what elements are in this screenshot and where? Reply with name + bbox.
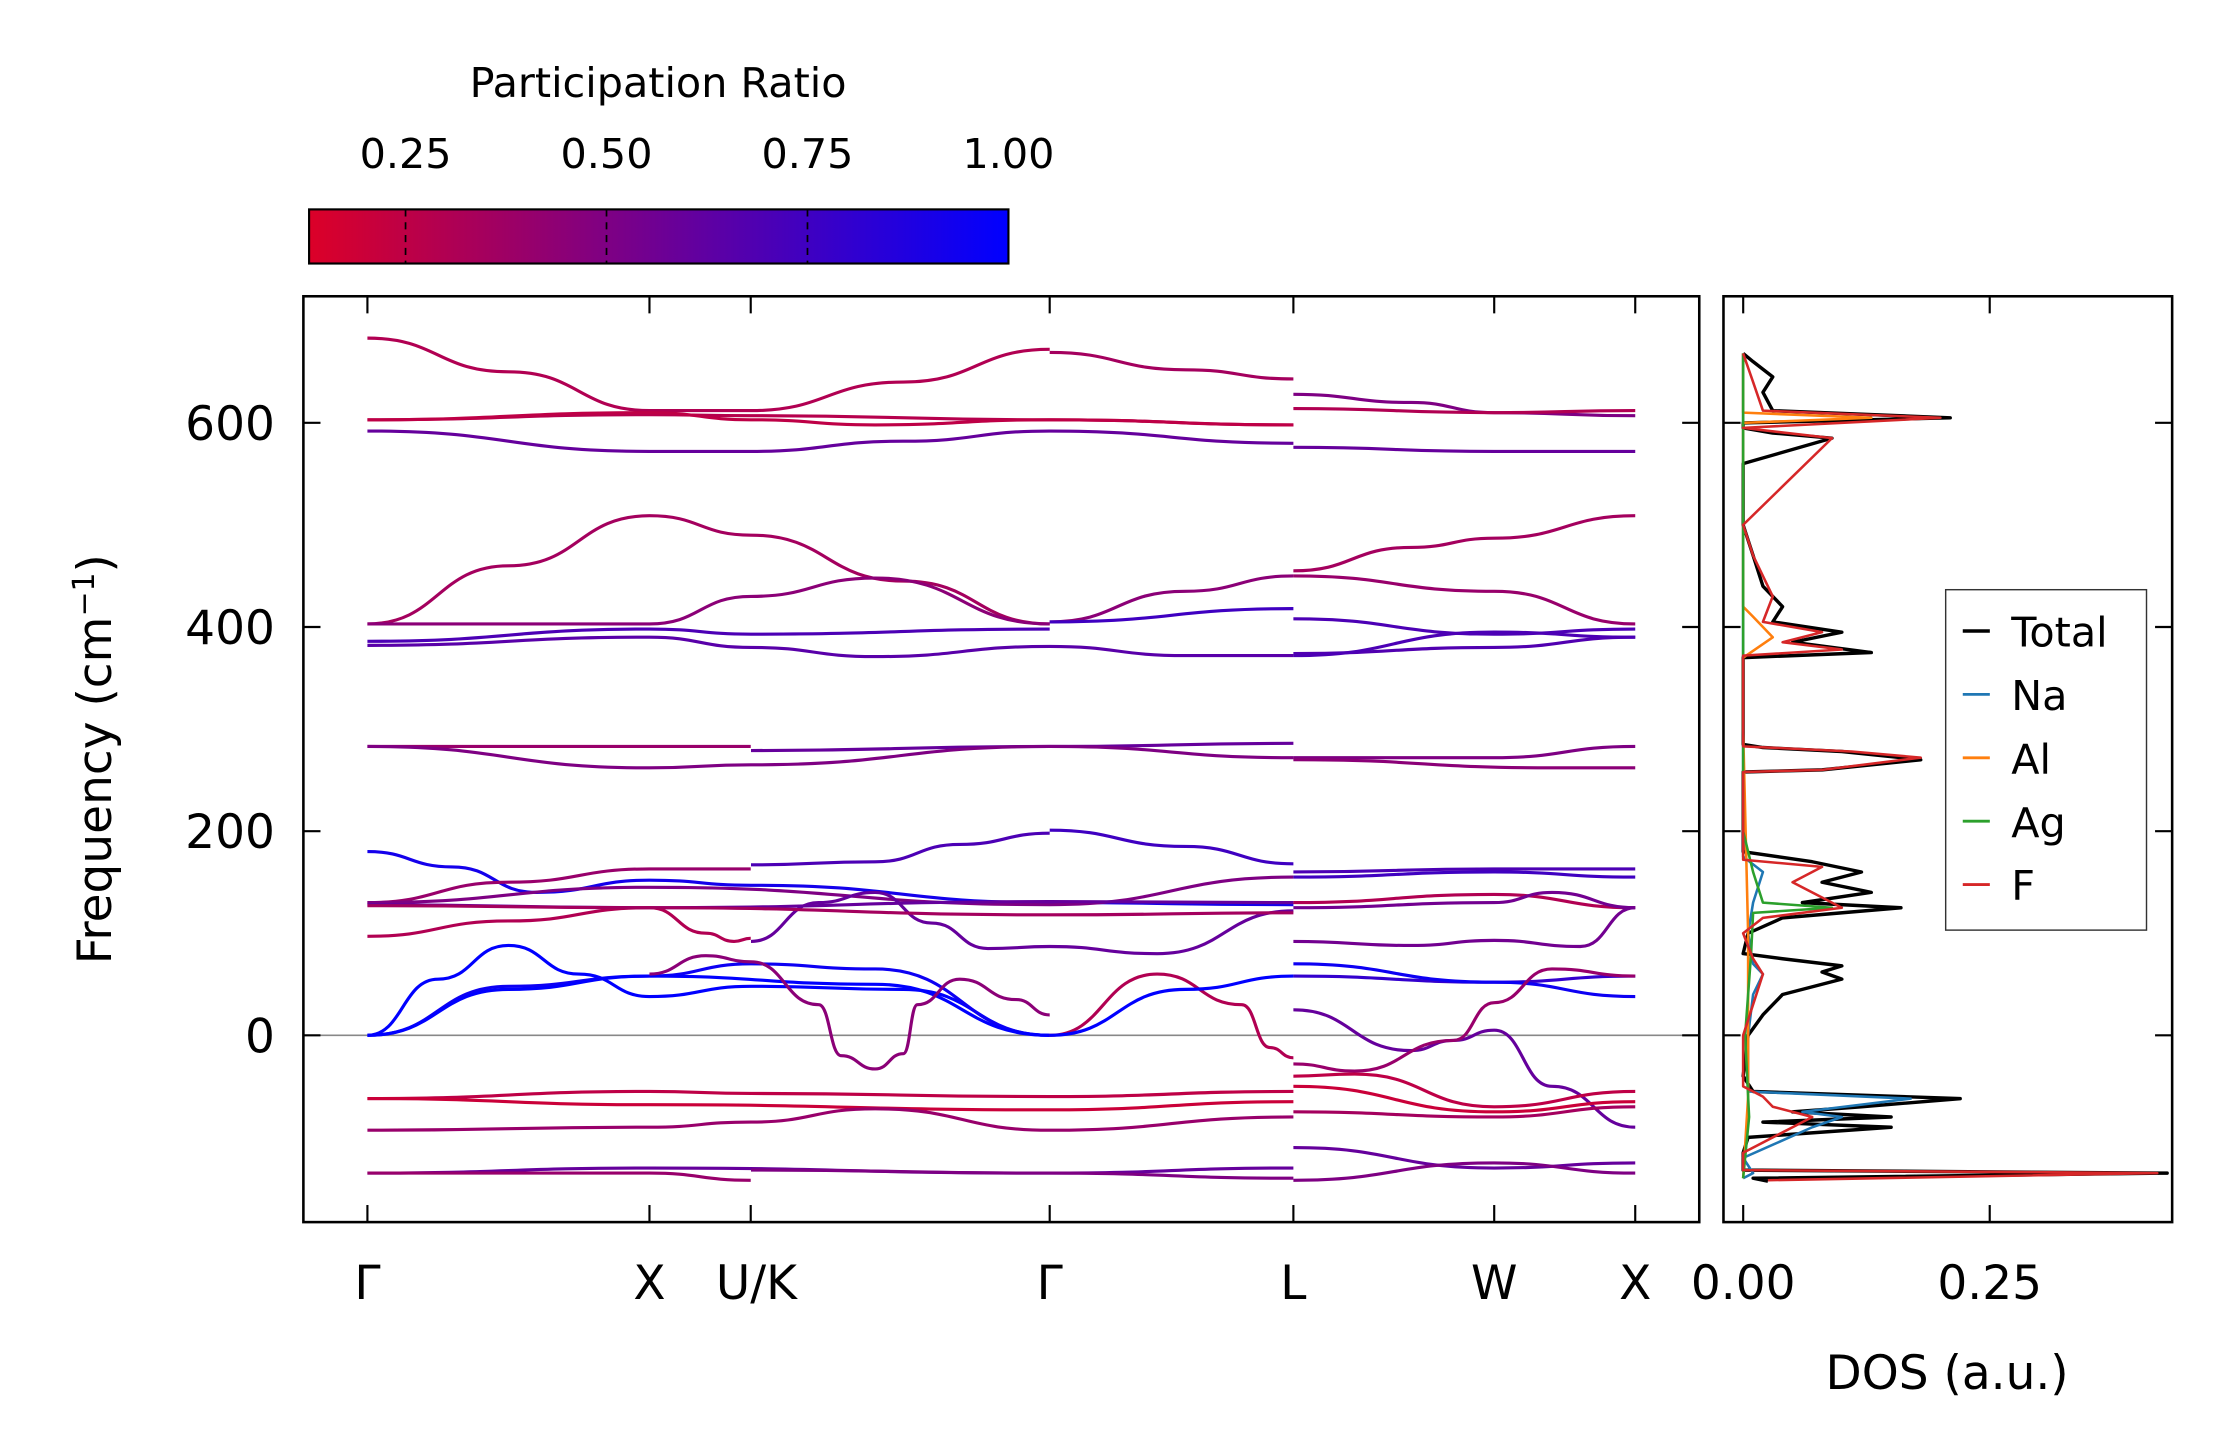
legend-label: Al: [2011, 735, 2051, 783]
colorbar-tick-label: 0.50: [561, 130, 653, 178]
kpoint-label: W: [1471, 1256, 1517, 1311]
y-tick-label: 400: [185, 601, 275, 656]
phonon-band-16: [367, 635, 1294, 659]
phonon-band-36: [1293, 890, 1636, 910]
y-tick-label: 200: [185, 805, 275, 860]
phonon-band-31: [750, 890, 1294, 956]
phonon-band-18: [1293, 630, 1636, 658]
dos-series-f: [1741, 352, 2159, 1182]
band-axes-frame: [302, 294, 1701, 1224]
phonon-band-28: [367, 875, 1294, 907]
kpoint-label: Γ: [1037, 1256, 1063, 1311]
phonon-band-27: [1049, 828, 1294, 866]
phonon-band-11: [1293, 514, 1636, 573]
phonon-band-55: [1293, 1084, 1636, 1114]
dos-x-axis-label: DOS (a.u.): [1826, 1346, 2069, 1401]
colorbar: Participation Ratio 0.25 0.50 0.75 1.00: [308, 59, 1054, 265]
dos-series-al: [1741, 353, 1873, 1179]
phonon-band-33: [1293, 867, 1636, 874]
legend-label: F: [2011, 862, 2035, 910]
phonon-band-45: [1293, 962, 1636, 999]
legend-label: Total: [2010, 609, 2107, 657]
y-tick-label: 0: [245, 1009, 275, 1064]
kpoint-label: X: [633, 1256, 665, 1311]
phonon-band-49: [367, 1097, 1294, 1112]
colorbar-gradient: [308, 208, 1010, 265]
kpoint-label: Γ: [354, 1256, 380, 1311]
phonon-band-37: [367, 943, 1050, 1037]
phonon-band-15: [367, 627, 1050, 643]
kpoint-label: L: [1280, 1256, 1306, 1311]
legend-label: Ag: [2011, 799, 2065, 847]
phonon-band-8: [367, 514, 1050, 626]
y-tick-label: 600: [185, 397, 275, 452]
phonon-band-48: [367, 1089, 1294, 1101]
phonon-band-17: [1293, 635, 1636, 656]
phonon-band-39: [367, 974, 1050, 1037]
phonon-band-54: [1293, 1072, 1636, 1109]
kpoint-label: U/K: [716, 1256, 798, 1311]
phonon-band-1: [1049, 350, 1294, 381]
phonon-band-46: [1293, 1008, 1636, 1129]
phonon-band-47: [1293, 967, 1636, 1073]
phonon-band-42: [1049, 974, 1294, 1037]
phonon-band-35: [1293, 892, 1636, 910]
phonon-band-13: [1293, 617, 1636, 636]
phonon-band-7: [1293, 406, 1636, 415]
phonon-band-5: [1293, 445, 1636, 453]
phonon-band-41: [1049, 972, 1294, 1060]
dos-series-na: [1741, 353, 1913, 1180]
phonon-band-38: [367, 962, 1050, 1037]
phonon-band-25: [367, 867, 751, 905]
dos-axes-frame: [1722, 294, 2174, 1224]
phonon-band-34: [1293, 870, 1636, 879]
phonon-band-22: [1293, 744, 1636, 760]
phonon-band-3: [367, 411, 1294, 427]
legend: Total Na Al Ag F: [1944, 588, 2148, 931]
colorbar-tick-label: 0.25: [360, 130, 452, 178]
phonon-band-52: [367, 1171, 751, 1182]
phonon-band-10: [1049, 574, 1294, 624]
phonon-band-12: [1049, 607, 1294, 624]
phonon-band-32: [367, 904, 1294, 917]
phonon-band-50: [367, 1107, 1294, 1132]
legend-label: Na: [2011, 672, 2067, 720]
colorbar-label: Participation Ratio: [470, 59, 847, 107]
dos-x-tick-label: 0.00: [1691, 1256, 1796, 1311]
phonon-band-9: [367, 576, 1050, 626]
phonon-band-6: [1293, 392, 1636, 418]
phonon-band-14: [1293, 574, 1636, 626]
phonon-band-4: [367, 429, 1294, 453]
phonon-band-53: [751, 1168, 1294, 1180]
phonon-band-44: [1293, 906, 1636, 949]
phonon-band-0: [367, 336, 1050, 413]
phonon-band-58: [1293, 1161, 1636, 1182]
colorbar-tick-label: 0.75: [762, 130, 854, 178]
colorbar-tick-label: 1.00: [962, 130, 1054, 178]
dos-panel: 0.00 0.25 DOS (a.u.) Total Na Al Ag F: [1691, 294, 2174, 1401]
y-axis-label: Frequency (cm−1): [67, 554, 123, 964]
phonon-band-40: [649, 954, 1050, 1071]
phonon-band-23: [1293, 758, 1636, 770]
phonon-band-56: [1293, 1105, 1636, 1119]
phonon-band-57: [1293, 1146, 1636, 1170]
phonon-band-21: [367, 744, 1294, 770]
band-structure-panel: 0 200 400 600 Γ X U/K Γ L W X Frequency (cm−1): [67, 294, 2173, 1311]
dos-x-tick-label: 0.25: [1937, 1256, 2042, 1311]
phonon-band-30: [367, 906, 751, 943]
phonon-band-26: [751, 831, 1050, 867]
legend-frame: [1944, 588, 2148, 931]
dos-series-ag: [1741, 353, 1834, 1179]
kpoint-label: X: [1619, 1256, 1651, 1311]
